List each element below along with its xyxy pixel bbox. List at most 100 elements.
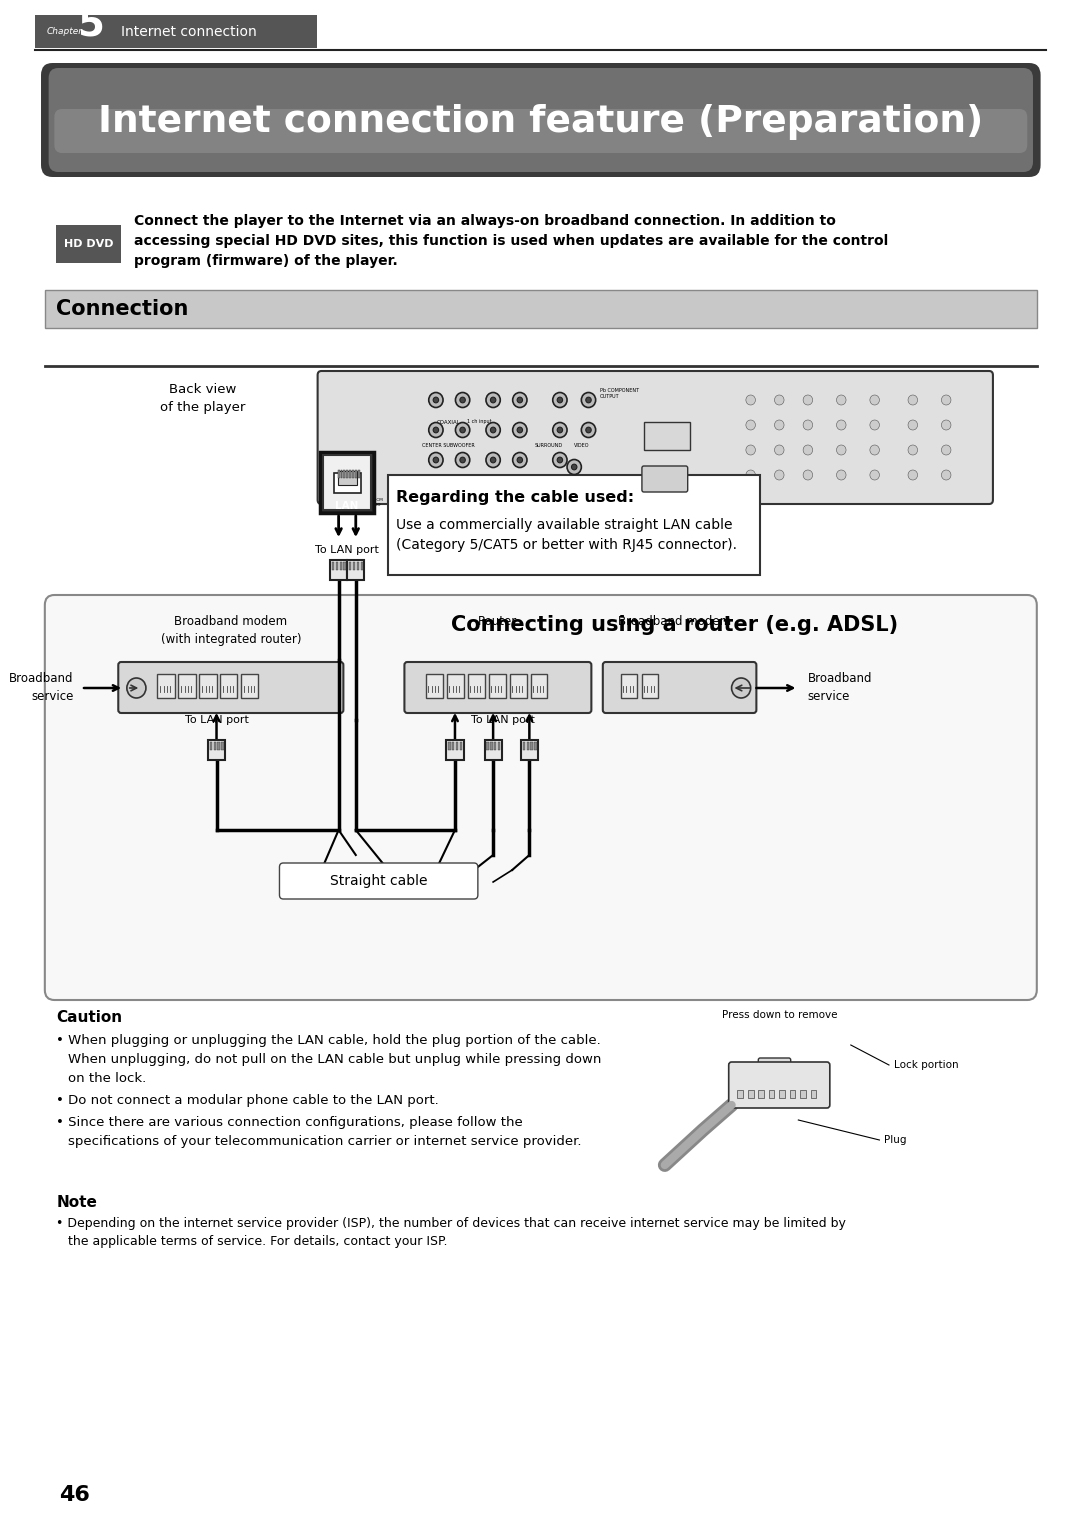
Circle shape bbox=[486, 452, 500, 467]
Circle shape bbox=[869, 395, 879, 405]
Text: VIDEO: VIDEO bbox=[575, 443, 590, 447]
FancyBboxPatch shape bbox=[280, 863, 477, 899]
Text: Router: Router bbox=[478, 615, 517, 628]
Bar bbox=[448, 742, 450, 750]
Bar bbox=[241, 673, 258, 698]
Circle shape bbox=[804, 470, 812, 479]
Text: speciﬁcations of your telecommunication carrier or internet service provider.: speciﬁcations of your telecommunication … bbox=[68, 1135, 581, 1148]
Text: When unplugging, do not pull on the LAN cable but unplug while pressing down: When unplugging, do not pull on the LAN … bbox=[68, 1054, 602, 1066]
Text: 2CH
ANALOG AUDIO OUTPUT: 2CH ANALOG AUDIO OUTPUT bbox=[497, 498, 546, 507]
Circle shape bbox=[581, 423, 596, 438]
Text: • Since there are various connection conﬁgurations, please follow the: • Since there are various connection con… bbox=[56, 1116, 523, 1128]
Bar bbox=[758, 1090, 764, 1098]
Circle shape bbox=[804, 444, 812, 455]
Text: 1 ch input: 1 ch input bbox=[467, 418, 491, 425]
Bar bbox=[356, 562, 360, 570]
Circle shape bbox=[429, 392, 443, 408]
Bar bbox=[349, 562, 351, 570]
Circle shape bbox=[490, 397, 496, 403]
Bar bbox=[621, 673, 637, 698]
Bar bbox=[334, 473, 361, 493]
Circle shape bbox=[746, 395, 755, 405]
Bar bbox=[347, 470, 348, 478]
Text: Connecting using a router (e.g. ADSL): Connecting using a router (e.g. ADSL) bbox=[450, 615, 897, 635]
Circle shape bbox=[942, 395, 951, 405]
Bar bbox=[210, 742, 213, 750]
Text: Lock portion: Lock portion bbox=[894, 1060, 958, 1070]
Circle shape bbox=[746, 444, 755, 455]
Bar bbox=[158, 673, 175, 698]
Bar bbox=[221, 742, 224, 750]
Text: VIDEO OUTPUT: VIDEO OUTPUT bbox=[573, 498, 604, 502]
Text: Pb COMPONENT
OUTPUT: Pb COMPONENT OUTPUT bbox=[600, 388, 639, 399]
Text: SURROUND: SURROUND bbox=[535, 443, 563, 447]
Circle shape bbox=[746, 420, 755, 431]
Circle shape bbox=[433, 428, 438, 432]
Text: • When plugging or unplugging the LAN cable, hold the plug portion of the cable.: • When plugging or unplugging the LAN ca… bbox=[56, 1034, 602, 1048]
Text: 46: 46 bbox=[59, 1484, 90, 1506]
Circle shape bbox=[553, 392, 567, 408]
FancyBboxPatch shape bbox=[41, 63, 1041, 177]
Bar bbox=[485, 741, 502, 760]
Bar bbox=[642, 673, 658, 698]
Circle shape bbox=[456, 392, 470, 408]
FancyBboxPatch shape bbox=[404, 663, 592, 713]
Circle shape bbox=[429, 423, 443, 438]
Text: HD DVD: HD DVD bbox=[64, 240, 113, 249]
Bar bbox=[336, 562, 338, 570]
Text: 5.1CH SURROUND: 5.1CH SURROUND bbox=[417, 498, 455, 502]
Bar bbox=[353, 562, 355, 570]
Circle shape bbox=[513, 423, 527, 438]
Bar bbox=[343, 470, 346, 478]
Bar bbox=[321, 452, 374, 513]
Text: Broadband modem: Broadband modem bbox=[618, 615, 731, 628]
Bar bbox=[200, 673, 216, 698]
Text: Note: Note bbox=[56, 1196, 97, 1209]
Bar bbox=[469, 673, 485, 698]
Bar bbox=[339, 562, 342, 570]
Text: Broadband modem
(with integrated router): Broadband modem (with integrated router) bbox=[161, 615, 301, 646]
FancyBboxPatch shape bbox=[603, 663, 756, 713]
Circle shape bbox=[456, 423, 470, 438]
Bar bbox=[489, 673, 505, 698]
Circle shape bbox=[486, 423, 500, 438]
Text: OPTICAL: OPTICAL bbox=[338, 493, 356, 496]
Circle shape bbox=[837, 444, 846, 455]
FancyBboxPatch shape bbox=[318, 371, 993, 504]
Circle shape bbox=[557, 428, 563, 432]
Bar bbox=[456, 742, 458, 750]
Circle shape bbox=[553, 423, 567, 438]
Bar bbox=[460, 742, 462, 750]
Circle shape bbox=[433, 457, 438, 463]
Text: To LAN port: To LAN port bbox=[471, 715, 535, 725]
Text: • Depending on the internet service provider (ISP), the number of devices that c: • Depending on the internet service prov… bbox=[56, 1217, 846, 1248]
Bar bbox=[446, 741, 463, 760]
Circle shape bbox=[429, 452, 443, 467]
Bar bbox=[361, 562, 363, 570]
Bar bbox=[208, 741, 225, 760]
Bar bbox=[531, 673, 548, 698]
Bar bbox=[214, 742, 216, 750]
Bar bbox=[490, 742, 492, 750]
Text: To LAN port: To LAN port bbox=[315, 545, 379, 554]
Circle shape bbox=[460, 457, 465, 463]
Circle shape bbox=[837, 395, 846, 405]
Bar bbox=[323, 455, 372, 510]
Bar bbox=[523, 742, 525, 750]
Bar bbox=[494, 742, 497, 750]
Text: BITSTREAM/PCM
DIGITAL AUDIO
OUTPUT: BITSTREAM/PCM DIGITAL AUDIO OUTPUT bbox=[350, 498, 383, 512]
Circle shape bbox=[517, 428, 523, 432]
Text: Connection: Connection bbox=[56, 299, 189, 319]
Bar bbox=[343, 562, 346, 570]
Bar bbox=[220, 673, 238, 698]
Circle shape bbox=[553, 452, 567, 467]
Text: Plug: Plug bbox=[885, 1135, 907, 1145]
FancyBboxPatch shape bbox=[642, 466, 688, 492]
FancyBboxPatch shape bbox=[729, 1061, 829, 1109]
Bar bbox=[330, 560, 347, 580]
Bar bbox=[45, 290, 1037, 328]
Circle shape bbox=[517, 457, 523, 463]
Circle shape bbox=[460, 397, 465, 403]
FancyBboxPatch shape bbox=[45, 596, 1037, 1000]
Bar bbox=[355, 470, 356, 478]
